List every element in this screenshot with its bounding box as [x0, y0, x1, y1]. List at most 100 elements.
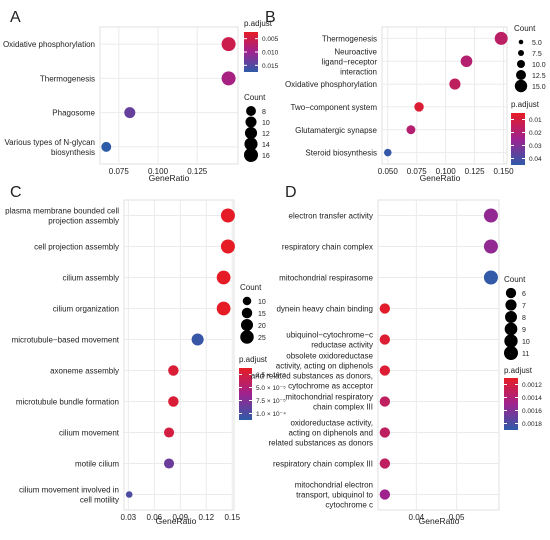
size-legend-title: Count [240, 283, 262, 292]
color-legend-title: p.adjust [511, 100, 540, 109]
size-legend-label: 11 [522, 351, 529, 358]
category-label: cilium movement [59, 429, 120, 438]
category-label: Thermogenesis [40, 74, 95, 83]
data-point [221, 71, 236, 86]
size-legend-title: Count [514, 24, 536, 33]
panel-label: A [10, 9, 21, 26]
size-legend-dot [504, 334, 518, 348]
category-label: Oxidative phosphorylation [3, 40, 95, 49]
data-point [449, 78, 461, 90]
category-label: Steroid biosynthesis [305, 149, 377, 158]
category-label: Neuroactive ligand−receptor interaction [322, 47, 378, 76]
x-tick-label: 0.050 [378, 167, 399, 176]
category-label: microtubule bundle formation [16, 398, 119, 407]
category-label: mitochondrial electron transport, ubiquin… [295, 481, 374, 510]
size-legend-label: 9 [522, 327, 526, 334]
color-legend-tick: 0.01 [529, 117, 542, 124]
data-point [216, 301, 231, 316]
color-legend-tick: 0.0012 [522, 382, 542, 389]
size-legend-dot [241, 307, 253, 319]
data-point [460, 55, 473, 68]
plot-area [377, 199, 500, 511]
size-legend-dot [246, 106, 256, 116]
x-axis-title: GeneRatio [149, 173, 190, 183]
x-tick-label: 0.100 [436, 167, 457, 176]
size-legend-dot [244, 137, 258, 151]
x-tick-label: 0.125 [465, 167, 486, 176]
color-legend-tick: 5.0 × 10⁻⁵ [256, 385, 286, 392]
data-point [220, 239, 235, 254]
plot-area [99, 26, 239, 165]
data-point [163, 458, 175, 469]
size-legend-label: 7.5 [532, 51, 542, 58]
category-label: cilium organization [53, 305, 119, 314]
data-point [483, 270, 498, 285]
category-label: Phagosome [52, 109, 95, 118]
size-legend-label: 6 [522, 291, 526, 298]
data-point [379, 365, 391, 376]
x-tick-label: 0.075 [109, 167, 130, 176]
x-tick-label: 0.03 [121, 513, 137, 522]
x-tick-label: 0.12 [198, 513, 214, 522]
size-legend-dot [505, 287, 517, 299]
x-axis-title: GeneRatio [156, 516, 197, 526]
data-point [101, 141, 112, 152]
size-legend-label: 8 [262, 109, 266, 116]
category-label: cilium assembly [63, 274, 119, 283]
size-legend-dot [516, 70, 526, 80]
size-legend-dot [504, 346, 518, 360]
color-legend-bar [504, 378, 518, 430]
size-legend-dot [505, 311, 517, 323]
x-tick-label: 0.06 [147, 513, 163, 522]
panel-label: B [265, 9, 276, 26]
size-legend-dot [244, 126, 258, 140]
category-label: axoneme assembly [50, 367, 119, 376]
size-legend-dot [244, 148, 258, 162]
color-legend-tick: 0.04 [529, 156, 542, 163]
plot-area [123, 199, 235, 511]
category-label: Various types of N-glycan biosynthesis [4, 138, 95, 157]
color-legend-tick: 0.03 [529, 143, 542, 150]
category-label: Glutamatergic synapse [295, 126, 377, 135]
category-label: obsolete oxidoreductase activity, acting … [251, 352, 374, 391]
x-tick-label: 0.05 [449, 513, 465, 522]
size-legend-dot [514, 79, 528, 93]
x-tick-label: 0.15 [224, 513, 240, 522]
category-label: respiratory chain complex III [273, 460, 373, 469]
color-legend-tick: 0.0014 [522, 395, 542, 402]
data-point [216, 270, 231, 285]
color-legend-bar [239, 368, 252, 420]
data-point [379, 303, 391, 314]
data-point [124, 107, 136, 119]
x-tick-label: 0.04 [409, 513, 425, 522]
category-label: microtubule−based movement [12, 336, 120, 345]
size-legend-dot [240, 318, 254, 332]
data-point [406, 125, 416, 135]
data-point [163, 427, 175, 438]
size-legend-dot [505, 299, 517, 311]
data-point [483, 239, 498, 254]
data-point [220, 208, 235, 223]
x-tick-label: 0.09 [173, 513, 189, 522]
data-point [483, 208, 498, 223]
data-point [379, 489, 391, 500]
color-legend-bar [511, 113, 525, 165]
size-legend-title: Count [244, 93, 266, 102]
x-tick-label: 0.075 [407, 167, 428, 176]
color-legend-tick: 0.0018 [522, 421, 542, 428]
category-label: mitochondrial respiratory chain complex I… [285, 393, 373, 412]
size-legend-label: 8 [522, 315, 526, 322]
x-tick-label: 0.100 [148, 167, 169, 176]
category-label: ubiquinol−cytochrome−c reductase activity [286, 331, 373, 350]
data-point [414, 102, 424, 112]
category-label: Thermogenesis [322, 34, 377, 43]
size-legend-title: Count [504, 275, 526, 284]
data-point [168, 396, 179, 407]
data-point [379, 427, 391, 438]
color-legend-tick: 0.0016 [522, 408, 542, 415]
category-label: mitochondrial respirasome [279, 274, 373, 283]
data-point [494, 31, 508, 45]
category-label: oxidoreductase activity, acting on diphen… [268, 419, 373, 448]
